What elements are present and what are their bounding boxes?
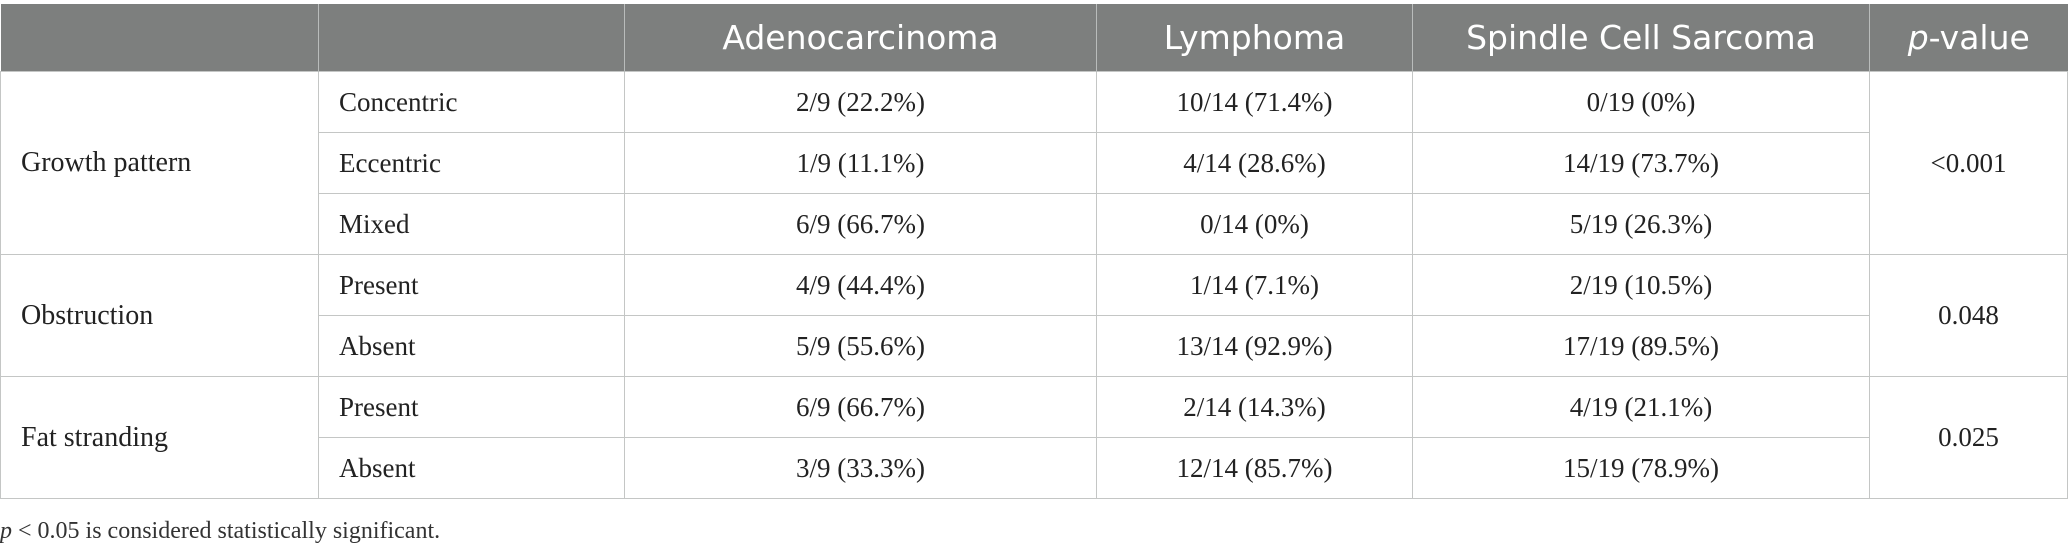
row-label: Concentric <box>318 71 625 133</box>
cell-adenocarcinoma: 3/9 (33.3%) <box>624 437 1097 499</box>
header-row: Adenocarcinoma Lymphoma Spindle Cell Sar… <box>0 4 2068 72</box>
row-label: Absent <box>318 437 625 499</box>
row-label: Absent <box>318 315 625 377</box>
cell-adenocarcinoma: 6/9 (66.7%) <box>624 193 1097 255</box>
header-blank-1 <box>0 4 319 72</box>
footnote-text: < 0.05 is considered statistically signi… <box>12 518 441 544</box>
row-label: Mixed <box>318 193 625 255</box>
cell-sarcoma: 14/19 (73.7%) <box>1412 132 1870 194</box>
cell-adenocarcinoma: 1/9 (11.1%) <box>624 132 1097 194</box>
footnote-p-italic: p <box>0 518 12 544</box>
header-blank-2 <box>318 4 625 72</box>
cell-sarcoma: 4/19 (21.1%) <box>1412 376 1870 438</box>
row-label: Eccentric <box>318 132 625 194</box>
p-value-obstruction: 0.048 <box>1869 254 2068 377</box>
table-row: Fat stranding Present 6/9 (66.7%) 2/14 (… <box>0 376 2068 499</box>
cell-sarcoma: 0/19 (0%) <box>1412 71 1870 133</box>
cell-adenocarcinoma: 4/9 (44.4%) <box>624 254 1097 316</box>
header-spindle-cell-sarcoma: Spindle Cell Sarcoma <box>1412 4 1870 72</box>
table-row: Growth pattern Concentric 2/9 (22.2%) 10… <box>0 71 2068 255</box>
results-table-container: Adenocarcinoma Lymphoma Spindle Cell Sar… <box>0 4 2068 499</box>
cell-adenocarcinoma: 2/9 (22.2%) <box>624 71 1097 133</box>
table-footnote: p < 0.05 is considered statistically sig… <box>0 518 440 545</box>
table-header: Adenocarcinoma Lymphoma Spindle Cell Sar… <box>0 4 2068 72</box>
table-row: Absent 5/9 (55.6%) 13/14 (92.9%) 17/19 (… <box>1 315 2068 377</box>
header-p-italic: p <box>1907 18 1929 57</box>
cell-lymphoma: 0/14 (0%) <box>1096 193 1413 255</box>
p-value-fat-stranding: 0.025 <box>1869 376 2068 499</box>
p-value-growth-pattern: <0.001 <box>1869 71 2068 255</box>
cell-lymphoma: 4/14 (28.6%) <box>1096 132 1413 194</box>
cell-adenocarcinoma: 5/9 (55.6%) <box>624 315 1097 377</box>
cell-lymphoma: 2/14 (14.3%) <box>1096 376 1413 438</box>
header-p-value: p-value <box>1869 4 2068 72</box>
row-label: Present <box>318 254 625 316</box>
header-p-rest: -value <box>1928 18 2030 57</box>
cell-lymphoma: 13/14 (92.9%) <box>1096 315 1413 377</box>
cell-sarcoma: 5/19 (26.3%) <box>1412 193 1870 255</box>
cell-sarcoma: 15/19 (78.9%) <box>1412 437 1870 499</box>
table-row: Obstruction Present 4/9 (44.4%) 1/14 (7.… <box>0 254 2068 377</box>
header-adenocarcinoma: Adenocarcinoma <box>624 4 1097 72</box>
results-table: Adenocarcinoma Lymphoma Spindle Cell Sar… <box>0 4 2068 499</box>
group-label-obstruction: Obstruction <box>0 254 319 377</box>
cell-lymphoma: 1/14 (7.1%) <box>1096 254 1413 316</box>
cell-lymphoma: 10/14 (71.4%) <box>1096 71 1413 133</box>
row-label: Present <box>318 376 625 438</box>
group-label-growth-pattern: Growth pattern <box>0 71 319 255</box>
cell-sarcoma: 2/19 (10.5%) <box>1412 254 1870 316</box>
cell-adenocarcinoma: 6/9 (66.7%) <box>624 376 1097 438</box>
header-lymphoma: Lymphoma <box>1096 4 1413 72</box>
group-label-fat-stranding: Fat stranding <box>0 376 319 499</box>
table-body: Growth pattern Concentric 2/9 (22.2%) 10… <box>0 71 2068 499</box>
table-row: Absent 3/9 (33.3%) 12/14 (85.7%) 15/19 (… <box>1 437 2068 499</box>
cell-sarcoma: 17/19 (89.5%) <box>1412 315 1870 377</box>
cell-lymphoma: 12/14 (85.7%) <box>1096 437 1413 499</box>
table-row: Mixed 6/9 (66.7%) 0/14 (0%) 5/19 (26.3%) <box>1 193 2068 255</box>
